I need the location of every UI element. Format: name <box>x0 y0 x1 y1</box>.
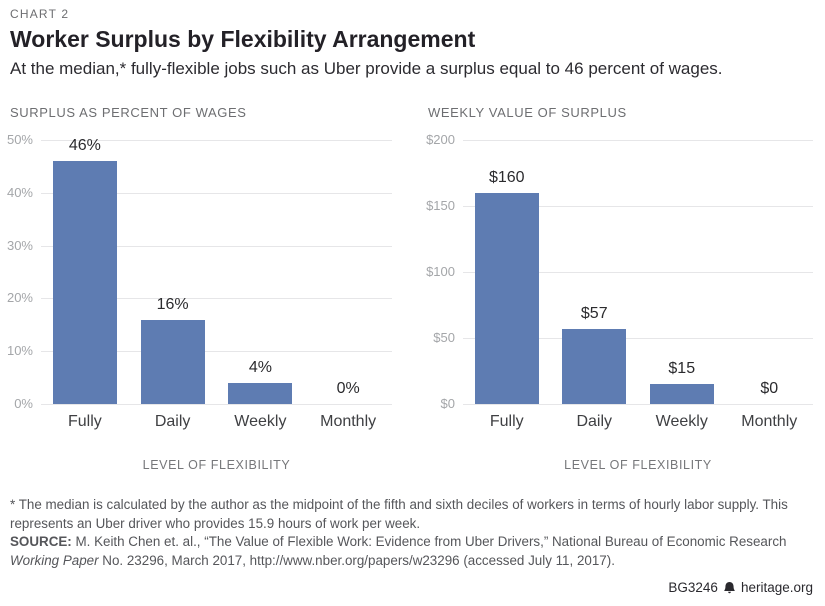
x-axis-title: LEVEL OF FLEXIBILITY <box>564 458 712 472</box>
y-tick-label: $0 <box>440 396 455 411</box>
x-category-label: Weekly <box>655 413 708 430</box>
report-id: BG3246 <box>668 580 718 595</box>
x-axis-title: LEVEL OF FLEXIBILITY <box>142 458 291 472</box>
bar-fully <box>474 192 539 404</box>
y-tick-label: $150 <box>426 198 455 213</box>
y-tick-label: 50% <box>6 132 33 147</box>
bar-value-label: 4% <box>248 358 272 376</box>
y-gridline <box>41 298 392 300</box>
bar-value-label: 16% <box>156 295 189 313</box>
y-tick-label: 30% <box>6 237 33 253</box>
bar-value-label: $57 <box>580 304 608 322</box>
y-gridline <box>41 140 392 141</box>
y-gridline <box>463 272 813 273</box>
median-footnote: * The median is calculated by the author… <box>10 497 788 531</box>
y-tick-label: $100 <box>426 264 455 279</box>
source-footnote: SOURCE: M. Keith Chen et. al., “The Valu… <box>10 533 816 570</box>
bar-weekly <box>228 382 293 404</box>
chart-surplus-percent: SURPLUS AS PERCENT OF WAGES 50% 40% 30% 20%… <box>0 105 412 475</box>
y-gridline <box>463 206 813 207</box>
chart-section-title: WEEKLY VALUE OF SURPLUS <box>428 105 627 120</box>
footnote-block: * The median is calculated by the author… <box>10 496 816 570</box>
page-subtitle: At the median,* fully-flexible jobs such… <box>10 59 723 78</box>
y-gridline <box>463 404 813 405</box>
y-tick-label: 40% <box>6 184 33 200</box>
page-title: Worker Surplus by Flexibility Arrangemen… <box>10 26 476 52</box>
x-category-label: Monthly <box>741 413 798 430</box>
x-category-label: Daily <box>154 413 191 430</box>
bar-value-label: $0 <box>760 380 779 397</box>
y-gridline <box>41 192 392 194</box>
x-category-label: Fully <box>67 413 102 430</box>
bar-value-label: $160 <box>488 168 525 186</box>
x-category-label: Monthly <box>320 413 377 430</box>
bar-fully <box>52 161 117 404</box>
y-gridline <box>463 140 813 141</box>
y-gridline <box>41 245 392 247</box>
chart-weekly-value: WEEKLY VALUE OF SURPLUS $200 $150 $100 $50 $… <box>412 105 825 475</box>
y-gridline <box>41 351 392 353</box>
y-tick-label: 20% <box>6 290 33 306</box>
source-text-1: M. Keith Chen et. al., “The Value of Fle… <box>71 534 787 549</box>
chart-section-title: SURPLUS AS PERCENT OF WAGES <box>10 105 247 120</box>
x-category-label: Daily <box>576 413 613 430</box>
y-gridline <box>463 338 813 339</box>
y-tick-label: $50 <box>433 330 455 345</box>
heritage-bell-icon <box>723 581 736 594</box>
chart-number-label: CHART 2 <box>10 7 70 21</box>
bar-daily <box>562 328 627 404</box>
bar-daily <box>140 319 205 404</box>
y-gridline <box>41 404 392 405</box>
site-name: heritage.org <box>740 580 813 595</box>
x-category-label: Weekly <box>234 413 287 430</box>
y-tick-label: 10% <box>6 343 33 359</box>
source-text-italic: Working Paper <box>10 552 99 568</box>
footer-credit: BG3246 heritage.org <box>668 580 813 595</box>
bar-value-label: $15 <box>668 360 696 378</box>
source-label: SOURCE: <box>10 534 72 549</box>
bar-value-label: 0% <box>336 380 360 397</box>
bar-value-label: 46% <box>68 137 101 155</box>
source-text-2: No. 23296, March 2017, http://www.nber.o… <box>98 552 615 568</box>
y-tick-label: $200 <box>426 132 455 147</box>
bar-weekly <box>649 384 714 404</box>
y-tick-label: 0% <box>14 396 33 411</box>
x-category-label: Fully <box>489 413 524 430</box>
